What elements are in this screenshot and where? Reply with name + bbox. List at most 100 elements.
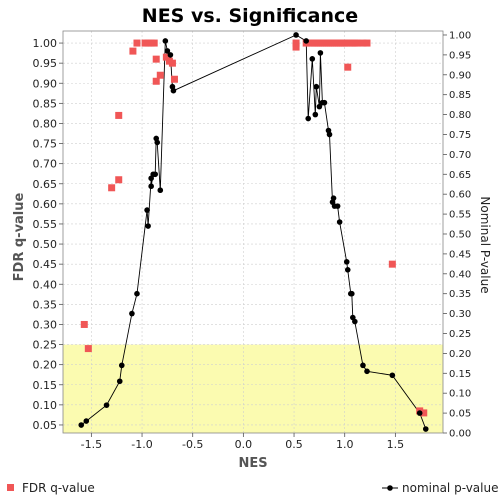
- y2-tick-label: 0.95: [449, 50, 471, 61]
- nominal-point: [103, 402, 110, 408]
- x-tick-label: 0.5: [285, 438, 303, 451]
- fdr-point: [115, 176, 123, 184]
- fdr-point: [133, 39, 141, 47]
- fdr-point: [84, 345, 92, 353]
- y-tick-label: 0.50: [33, 238, 58, 251]
- nominal-point: [83, 418, 90, 424]
- nominal-point: [389, 372, 396, 379]
- y-tick-label: 0.55: [33, 218, 58, 231]
- y-tick-label: 0.65: [33, 178, 58, 191]
- x-tick-label: -1.0: [131, 438, 152, 451]
- x-tick-label: 0.0: [235, 438, 253, 451]
- nominal-point: [162, 38, 169, 44]
- y-tick-label: 0.45: [33, 258, 58, 271]
- fdr-point: [129, 47, 137, 55]
- nominal-point: [317, 50, 324, 56]
- nominal-point: [321, 99, 328, 106]
- fdr-point: [152, 77, 160, 85]
- fdr-point: [388, 260, 396, 268]
- x-tick-label: 1.5: [387, 438, 405, 451]
- y2-tick-label: 0.90: [449, 70, 471, 81]
- nominal-point: [360, 362, 366, 369]
- nominal-point: [309, 56, 316, 62]
- nominal-point: [134, 290, 140, 297]
- y-tick-label: 1.00: [33, 37, 58, 50]
- plot-area: [62, 30, 444, 434]
- y2-tick-label: 0.50: [449, 229, 471, 240]
- significance-band: [63, 344, 443, 433]
- fdr-point: [344, 63, 352, 71]
- y2-tick-label: 0.20: [449, 349, 471, 360]
- y2-tick-label: 0.40: [449, 269, 471, 280]
- nominal-point: [154, 139, 161, 146]
- nominal-point: [152, 171, 159, 178]
- y2-tick-label: 0.85: [449, 90, 471, 101]
- y-tick-label: 0.85: [33, 97, 58, 110]
- y-tick-label: 0.20: [33, 359, 58, 372]
- fdr-point: [353, 39, 361, 47]
- y2-tick-label: 0.30: [449, 309, 471, 320]
- y-tick-label: 0.60: [33, 198, 58, 211]
- nominal-point: [303, 38, 310, 44]
- nominal-point: [416, 410, 423, 416]
- y2-tick-label: 0.80: [449, 110, 471, 121]
- y-tick-label: 0.30: [33, 318, 58, 331]
- y-tick-label: 0.15: [33, 379, 58, 392]
- nominal-point: [116, 378, 123, 385]
- fdr-point: [152, 55, 160, 63]
- fdr-point: [292, 39, 300, 47]
- nominal-point: [343, 259, 350, 265]
- y2-tick-label: 0.60: [449, 190, 471, 201]
- y-tick-label: 0.10: [33, 399, 58, 412]
- nominal-point: [326, 131, 333, 138]
- fdr-point: [292, 43, 300, 51]
- nominal-point: [144, 207, 150, 213]
- y-tick-label: 0.35: [33, 298, 58, 311]
- y-tick-label: 0.40: [33, 278, 58, 291]
- nominal-point: [312, 111, 319, 118]
- fdr-point: [108, 184, 116, 192]
- nominal-point: [293, 32, 299, 38]
- fdr-point: [363, 39, 371, 47]
- y-tick-label: 0.70: [33, 158, 58, 171]
- y2-tick-label: 0.75: [449, 130, 471, 141]
- legend-nominal-marker: [387, 485, 393, 491]
- fdr-point: [359, 39, 367, 47]
- nominal-point: [170, 87, 177, 94]
- chart-title: NES vs. Significance: [142, 5, 358, 27]
- y2-tick-label: 0.15: [449, 369, 471, 380]
- y2-tick-label: 1.00: [449, 30, 471, 41]
- nominal-point: [157, 187, 164, 194]
- legend-fdr-label: FDR q-value: [22, 481, 95, 495]
- fdr-point: [156, 71, 164, 79]
- fdr-point: [162, 53, 170, 61]
- x-tick-label: -1.5: [81, 438, 102, 451]
- y2-tick-label: 0.00: [449, 429, 471, 440]
- nominal-point: [316, 103, 323, 110]
- left-y-axis: 0.05 0.10 0.15 0.20 0.25 0.30 0.35 0.40 0.45 0.50…: [33, 37, 63, 432]
- y2-tick-label: 0.45: [449, 249, 471, 260]
- plot-frame: [62, 30, 444, 434]
- fdr-point: [168, 59, 176, 67]
- nominal-point: [145, 223, 151, 229]
- x-axis-label: NES: [238, 456, 267, 471]
- nominal-point: [344, 267, 351, 273]
- y2-tick-label: 0.55: [449, 210, 471, 221]
- nominal-point: [349, 290, 355, 297]
- x-axis: -1.5 -1.0 -0.5 0.0 0.5 1.0 1.5: [81, 433, 404, 451]
- nominal-point: [305, 115, 312, 122]
- legend: FDR q-value nominal p-value: [7, 481, 498, 495]
- right-y-axis: 0.00 0.05 0.10 0.15 0.20 0.25 0.30 0.35 0.40 0.45…: [443, 30, 471, 440]
- nominal-point: [364, 368, 370, 375]
- nominal-point: [167, 52, 174, 58]
- y-tick-label: 0.25: [33, 339, 58, 352]
- y2-tick-label: 0.25: [449, 329, 471, 340]
- y2-tick-label: 0.35: [449, 289, 471, 300]
- fdr-point: [115, 111, 123, 119]
- nominal-point: [164, 48, 171, 54]
- nominal-point: [78, 422, 85, 428]
- legend-nominal-label: nominal p-value: [402, 481, 498, 495]
- fdr-point: [150, 39, 158, 47]
- nominal-point: [313, 83, 320, 90]
